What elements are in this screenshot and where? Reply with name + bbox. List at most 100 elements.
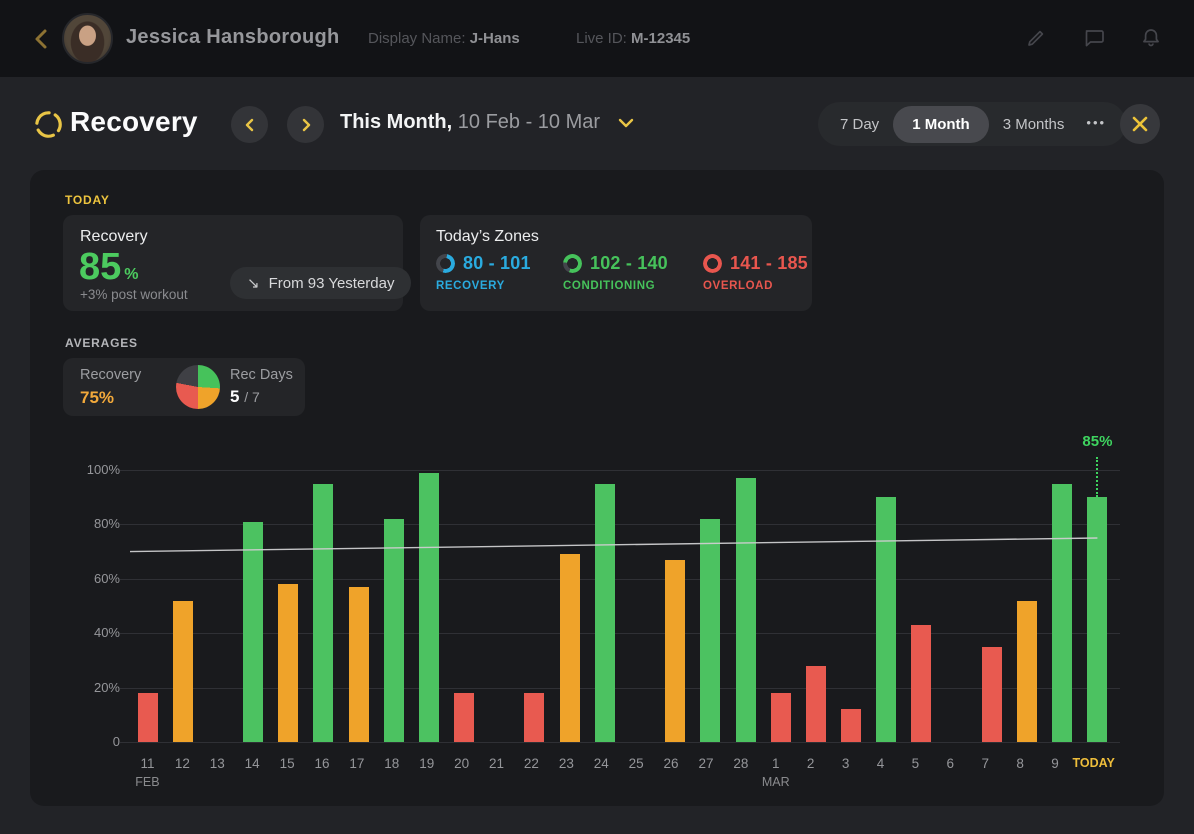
recovery-panel: TODAY Recovery 85% +3% post workout ↘ Fr… (30, 170, 1164, 806)
zone-range: 80 - 101 (463, 253, 531, 273)
chart-bar[interactable] (1016, 600, 1037, 742)
chevron-left-icon (35, 29, 47, 49)
chart-x-label: 3 (841, 756, 850, 771)
period-selector[interactable]: This Month, 10 Feb - 10 Mar (340, 111, 634, 134)
avatar[interactable] (62, 13, 113, 64)
chart-x-label: 5 (911, 756, 920, 771)
period-range: 10 Feb - 10 Mar (457, 111, 601, 133)
zone-recovery: 80 - 101 RECOVERY (436, 253, 531, 292)
chart-bar-slot (376, 470, 411, 742)
chart-bar[interactable] (805, 665, 826, 742)
chart-bar[interactable] (594, 483, 615, 742)
chart-gridline (120, 687, 1120, 689)
yesterday-comparison-pill[interactable]: ↘ From 93 Yesterday (230, 267, 412, 299)
chart-bar[interactable] (559, 554, 580, 742)
chart-bar[interactable] (876, 497, 897, 742)
recovery-unit: % (124, 266, 139, 283)
chart-bar[interactable] (383, 518, 404, 742)
recovery-pie-chart (176, 365, 220, 409)
tab-7-day[interactable]: 7 Day (840, 115, 880, 133)
chart-gridline (120, 470, 1120, 471)
range-tabs: 7 Day 1 Month 3 Months ••• (818, 102, 1127, 146)
notifications-button[interactable] (1139, 26, 1163, 50)
edit-icon (1028, 30, 1044, 46)
recovery-subtext: +3% post workout (80, 287, 188, 302)
live-id: Live ID: M-12345 (576, 30, 690, 47)
chart-bar-slot (411, 470, 446, 742)
chart-bar[interactable] (137, 693, 158, 742)
average-recovery-value: 75% (80, 388, 115, 407)
chart-x-label: 9 (1051, 756, 1059, 771)
chart-bars (130, 470, 1115, 742)
chart-gridline (120, 524, 1120, 526)
chart-x-label: 19 (419, 756, 435, 771)
zone-range: 141 - 185 (730, 253, 808, 273)
chart-bar[interactable] (418, 472, 439, 742)
chart-bar[interactable] (981, 646, 1002, 742)
next-period-button[interactable] (287, 106, 324, 143)
back-button[interactable] (28, 26, 54, 52)
chart-x-label: 26 (663, 756, 679, 771)
chart-bar[interactable] (911, 625, 932, 742)
chart-bar[interactable] (735, 478, 756, 742)
more-options-icon[interactable]: ••• (1086, 114, 1107, 130)
chart-bar-slot (1009, 470, 1044, 742)
top-bar: Jessica Hansborough Display Name: J-Hans… (0, 0, 1194, 77)
edit-button[interactable] (1024, 26, 1048, 50)
chart-bar-slot (1080, 470, 1115, 742)
live-id-value: M-12345 (631, 30, 691, 47)
recovery-zone-ring-icon (436, 254, 455, 273)
chart-bar-slot (447, 470, 482, 742)
chart-y-tick: 40% (93, 625, 120, 641)
close-button[interactable] (1120, 104, 1160, 144)
chart-x-label: 6 (946, 756, 955, 771)
display-name-value: J-Hans (469, 30, 520, 47)
page-title: Recovery (70, 106, 198, 137)
chart-bar[interactable] (348, 586, 369, 742)
chart-x-label: 25 (628, 756, 644, 771)
chart-bar[interactable] (172, 600, 193, 742)
chart-x-axis: 11 FEB 12 13 14 15 16 17 18 19 20 21 22 23 24 25 26 27 28 1… (130, 756, 1115, 789)
chart-bar[interactable] (700, 518, 721, 742)
chart-bar-slot (728, 470, 763, 742)
tab-1-month[interactable]: 1 Month (893, 105, 989, 143)
period-title: This Month, (340, 111, 453, 133)
today-percentage-annotation: 85% (1082, 433, 1113, 450)
chevron-down-icon[interactable] (618, 111, 634, 134)
chart-bar-slot (974, 470, 1009, 742)
recovery-card-title: Recovery (80, 228, 148, 245)
overload-zone-ring-icon (703, 254, 722, 273)
chart-x-label: 16 (314, 756, 330, 771)
chart-bar[interactable] (1052, 483, 1073, 742)
chat-button[interactable] (1082, 26, 1106, 50)
chart-bar[interactable] (665, 559, 686, 742)
chart-bar-slot (693, 470, 728, 742)
average-recovery: Recovery 75% (80, 367, 141, 408)
averages-section-label: AVERAGES (65, 336, 138, 350)
chart-bar[interactable] (1087, 497, 1108, 742)
tab-3-months[interactable]: 3 Months (1002, 115, 1065, 133)
chart-bar-slot (798, 470, 833, 742)
chart-y-tick: 60% (93, 570, 120, 586)
chevron-right-icon (302, 118, 310, 131)
chart-bar-slot (165, 470, 200, 742)
chart-month-label: MAR (761, 775, 790, 789)
chart-x-label: 28 (733, 756, 749, 771)
chart-bar-slot (130, 470, 165, 742)
chat-icon (1085, 30, 1104, 47)
chart-bar-slot (904, 470, 939, 742)
chart-bar[interactable] (278, 584, 299, 742)
chart-bar-slot (236, 470, 271, 742)
chart-gridline (120, 578, 1120, 580)
chart-x-label-today: TODAY (1072, 756, 1115, 770)
chart-bar[interactable] (454, 693, 475, 742)
prev-period-button[interactable] (231, 106, 268, 143)
chart-bar[interactable] (770, 693, 791, 742)
chart-x-label: 4 (876, 756, 885, 771)
chart-bar[interactable] (841, 709, 862, 742)
today-dotted-line (1096, 457, 1099, 498)
chart-bar[interactable] (524, 693, 545, 742)
chart-bar[interactable] (243, 521, 264, 742)
chart-bar-slot (341, 470, 376, 742)
chart-bar-slot (763, 470, 798, 742)
